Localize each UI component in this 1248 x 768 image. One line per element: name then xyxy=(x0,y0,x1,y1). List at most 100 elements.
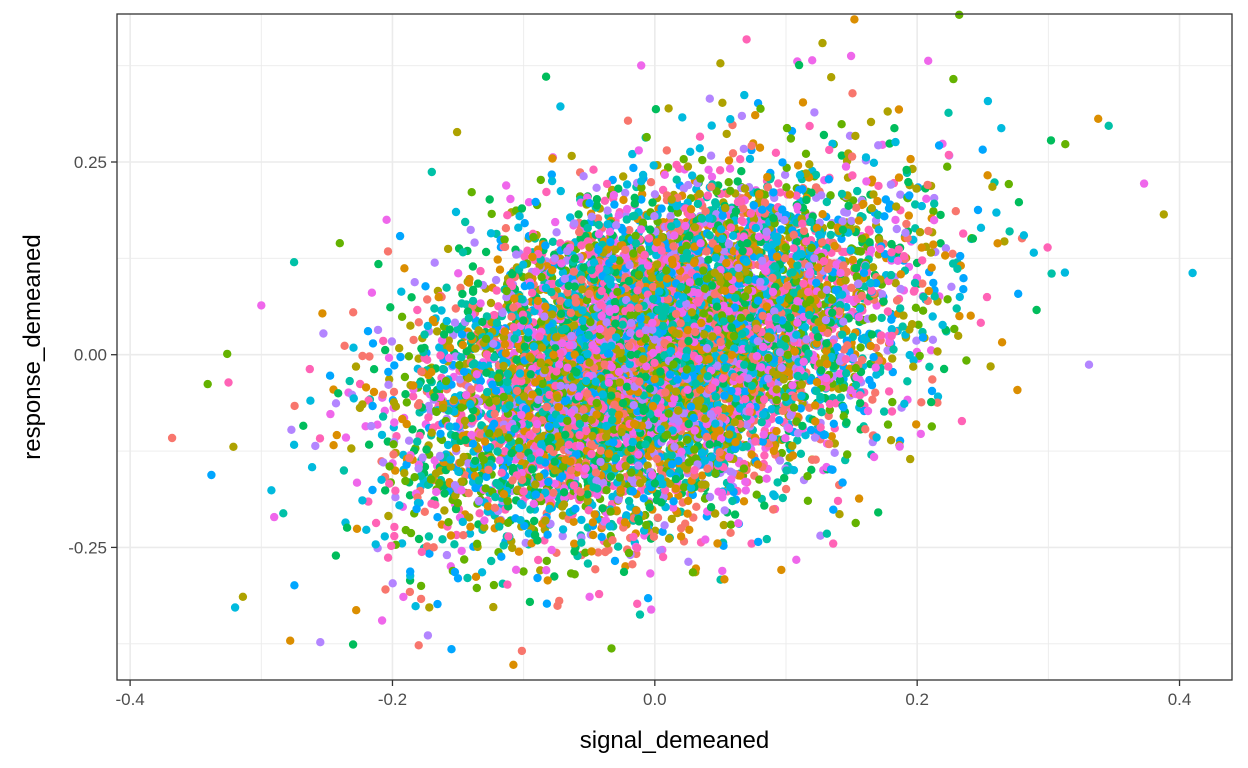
data-point xyxy=(621,188,630,198)
data-point xyxy=(592,183,601,192)
data-point xyxy=(648,198,657,207)
data-point xyxy=(982,292,992,302)
data-point xyxy=(485,195,494,204)
data-point xyxy=(773,478,782,487)
data-point xyxy=(848,171,857,180)
data-point xyxy=(703,191,713,200)
data-point xyxy=(707,172,717,181)
data-point xyxy=(891,215,900,225)
data-point xyxy=(973,205,983,215)
data-point xyxy=(547,170,556,179)
data-point xyxy=(943,162,952,171)
data-point xyxy=(351,362,361,371)
data-point xyxy=(406,567,415,576)
data-point xyxy=(778,493,787,503)
data-point xyxy=(959,274,968,283)
data-point xyxy=(1061,140,1070,149)
data-point xyxy=(651,105,661,114)
data-point xyxy=(468,262,478,271)
data-point xyxy=(508,543,517,553)
data-point xyxy=(888,397,897,407)
data-point xyxy=(290,581,299,590)
data-point xyxy=(517,204,527,213)
data-point xyxy=(760,501,769,510)
data-point xyxy=(835,510,844,519)
data-point xyxy=(481,247,491,257)
data-point xyxy=(311,441,320,451)
data-point xyxy=(959,229,968,238)
data-point xyxy=(807,465,816,474)
data-point xyxy=(408,425,417,434)
data-point xyxy=(825,405,834,415)
data-point xyxy=(780,170,790,179)
data-point xyxy=(856,398,865,408)
data-point xyxy=(362,525,371,534)
data-point xyxy=(918,306,928,315)
data-point xyxy=(782,123,792,133)
data-point xyxy=(724,156,734,165)
data-point xyxy=(391,402,401,411)
data-point xyxy=(592,195,602,204)
data-point xyxy=(503,211,512,220)
data-point xyxy=(775,456,785,465)
data-point xyxy=(611,454,621,463)
data-point xyxy=(966,311,975,320)
data-point xyxy=(637,61,646,70)
data-point xyxy=(318,309,327,318)
data-point xyxy=(872,370,881,379)
data-point xyxy=(465,529,475,538)
data-point xyxy=(515,212,524,221)
data-point xyxy=(715,166,725,175)
data-point xyxy=(826,230,835,240)
data-point xyxy=(763,172,772,182)
data-point xyxy=(883,107,892,116)
data-point xyxy=(976,318,985,327)
data-point xyxy=(676,532,686,541)
data-point xyxy=(646,569,655,578)
data-point xyxy=(405,587,415,597)
data-point xyxy=(600,196,610,205)
data-point xyxy=(643,594,653,603)
data-point xyxy=(917,243,926,252)
data-point xyxy=(861,153,871,162)
data-point xyxy=(903,377,912,386)
data-point xyxy=(407,293,416,302)
data-point xyxy=(755,475,764,484)
data-point xyxy=(610,556,620,566)
data-point xyxy=(552,228,561,237)
data-point xyxy=(896,304,905,313)
data-point xyxy=(387,541,396,551)
data-point xyxy=(402,398,411,407)
data-point xyxy=(777,448,786,458)
data-point xyxy=(536,175,545,185)
data-point xyxy=(459,531,468,540)
data-point xyxy=(382,215,391,224)
data-point xyxy=(404,436,414,445)
data-point xyxy=(396,352,405,362)
data-point xyxy=(395,231,405,241)
data-point xyxy=(706,151,716,160)
data-point xyxy=(486,229,496,238)
data-point xyxy=(466,225,475,235)
data-point xyxy=(884,362,893,371)
data-point xyxy=(928,335,938,344)
data-point xyxy=(319,329,328,338)
data-point xyxy=(662,146,671,155)
data-point xyxy=(287,425,296,434)
data-point xyxy=(341,433,351,442)
data-point xyxy=(517,646,527,656)
data-point xyxy=(719,520,728,530)
data-point xyxy=(390,361,399,370)
data-point xyxy=(542,187,551,197)
data-point xyxy=(548,266,557,275)
data-point xyxy=(395,344,404,353)
data-point xyxy=(679,155,688,164)
data-point xyxy=(788,451,798,460)
data-point xyxy=(589,530,598,540)
data-point xyxy=(871,388,880,397)
data-point xyxy=(736,155,745,164)
data-point xyxy=(495,265,505,274)
data-point xyxy=(506,194,515,204)
data-point xyxy=(962,356,971,365)
data-point xyxy=(848,89,857,98)
